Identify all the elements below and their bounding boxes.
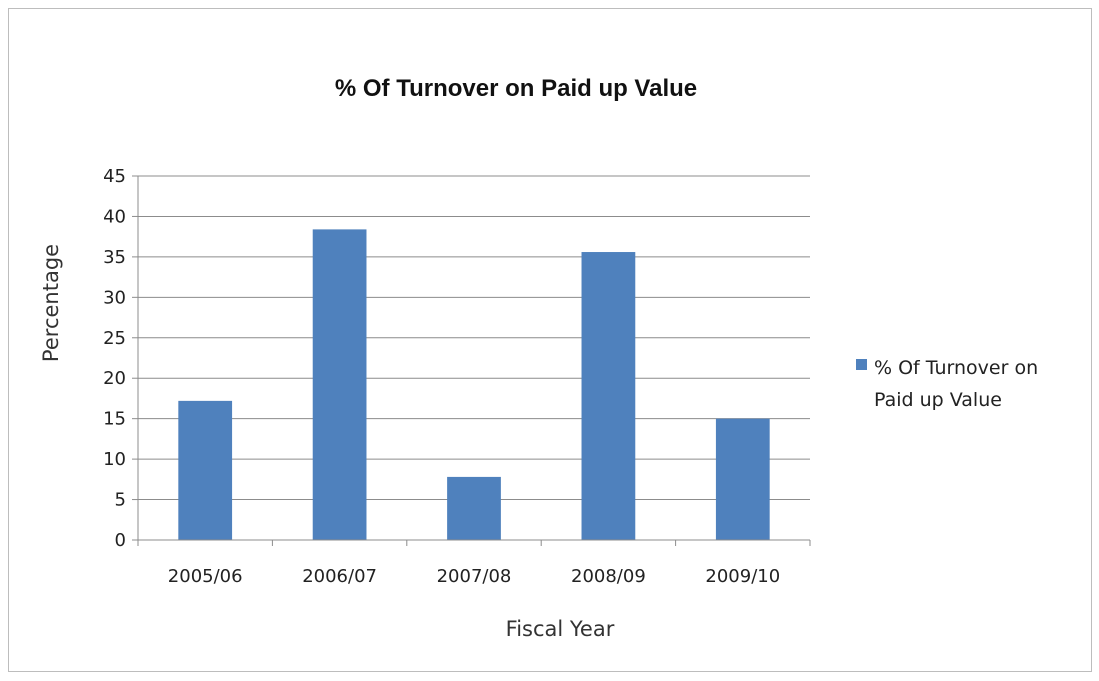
- legend-label: % Of Turnover on Paid up Value: [874, 357, 1044, 411]
- y-tick-label: 10: [103, 449, 126, 470]
- chart-title: % Of Turnover on Paid up Value: [335, 75, 697, 102]
- x-tick-label: 2009/10: [705, 566, 780, 587]
- y-tick-label: 30: [103, 287, 126, 308]
- y-tick-label: 15: [103, 409, 126, 430]
- x-tick-label: 2006/07: [302, 566, 377, 587]
- y-tick-label: 25: [103, 328, 126, 349]
- bar: [312, 229, 367, 541]
- legend-label-line-2: Paid up Value: [874, 389, 1002, 411]
- x-tick-label: 2008/09: [571, 566, 646, 587]
- x-axis-label: Fiscal Year: [506, 617, 615, 641]
- y-tick-label: 35: [103, 247, 126, 268]
- bar: [581, 252, 636, 540]
- x-axis-ticks: 2005/06 2006/07 2007/08 2008/09 2009/10: [137, 540, 811, 587]
- gridlines: [138, 175, 810, 501]
- y-axis-label: Percentage: [39, 244, 63, 362]
- x-tick-label: 2007/08: [437, 566, 512, 587]
- bar: [178, 400, 233, 540]
- chart-frame: [8, 8, 1092, 672]
- bar: [447, 476, 501, 540]
- y-tick-label: 5: [115, 490, 126, 511]
- y-tick-label: 45: [103, 166, 126, 187]
- legend-swatch: [856, 359, 867, 370]
- axes: [137, 176, 810, 541]
- y-tick-label: 0: [115, 530, 126, 551]
- bars: [178, 229, 770, 541]
- legend: % Of Turnover on Paid up Value: [856, 357, 1044, 411]
- y-tick-label: 20: [103, 368, 126, 389]
- x-tick-label: 2005/06: [168, 566, 243, 587]
- legend-label-line-1: % Of Turnover on: [874, 357, 1038, 379]
- y-axis-ticks: 0 5 10 15 20 25 30 35 40 45: [103, 166, 138, 551]
- y-tick-label: 40: [103, 206, 126, 227]
- bar: [715, 418, 770, 540]
